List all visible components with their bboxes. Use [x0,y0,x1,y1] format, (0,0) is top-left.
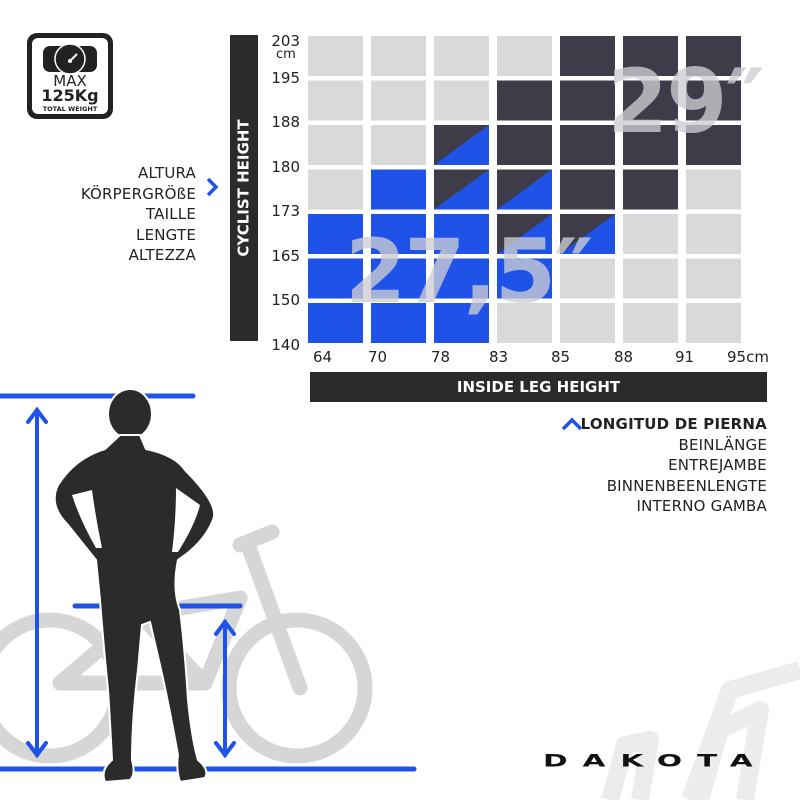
grid-cell-27-5 [308,303,363,343]
leg-label: LONGITUD DE PIERNA [580,415,767,433]
y-unit: cm [276,47,296,62]
grid-cell-empty [434,36,489,76]
y-tick-label: 140 [271,335,300,354]
grid-cell-29 [623,36,678,76]
leg-label: ENTREJAMBE [668,456,767,474]
grid-cell-29 [623,80,678,121]
chevron-right-icon [206,177,219,197]
cyclist-illustration [0,388,800,800]
grid-cell-27-5 [308,258,363,299]
grid-cell-27-5 [371,303,426,343]
leg-labels: LONGITUD DE PIERNA BEINLÄNGE ENTREJAMBE … [581,414,767,517]
grid-cell-29 [560,80,615,121]
grid-cell-empty [497,36,552,76]
grid-cell-27-5 [371,169,426,210]
grid-cell-empty [308,80,363,121]
grid-cell-29 [560,169,615,210]
y-tick-label: 165 [271,246,300,265]
x-tick-label: 88 [614,348,634,366]
grid-cell-29 [686,36,741,76]
y-axis-title-bar: CYCLIST HEIGHT [230,35,258,341]
x-tick-label: 78 [431,348,451,366]
y-tick-label: 173 [271,202,300,220]
grid-cell-empty [623,258,678,299]
grid-cell-empty [560,258,615,299]
height-label: KÖRPERGRÖßE [80,184,196,203]
grid-cell-empty [686,214,741,254]
annotation-29: 29″ [607,50,765,153]
grid-cell-empty [308,36,363,76]
x-axis-title-bar: INSIDE LEG HEIGHT [310,372,767,402]
x-tick-label: 64 [313,348,333,366]
grid-cell-27-5 [371,214,426,254]
grid-cell-split-blue [434,169,489,210]
speedometer-icon [43,43,97,75]
y-tick-label: 188 [271,113,300,131]
y-tick-label: 150 [271,291,300,309]
grid-cell-empty [560,303,615,343]
grid-cell-27-5 [497,258,552,299]
height-label: LENGTE [136,225,196,244]
grid-cell-29 [497,80,552,121]
grid-cell-empty [308,169,363,210]
height-label: TAILLE [145,205,196,223]
leg-label: INTERNO GAMBA [636,497,767,515]
grid-cell-empty [686,258,741,299]
grid-cell-empty [623,303,678,343]
grid-cell-empty [371,80,426,121]
grid-cell-split-blue [434,125,489,165]
measurement-lines [0,393,417,772]
height-label: ALTURA [138,164,196,182]
watermark-logo [601,661,800,800]
grid-cell-empty [371,125,426,165]
grid-cell-29 [686,80,741,121]
size-grid [308,36,741,343]
x-axis-title: INSIDE LEG HEIGHT [456,378,621,396]
grid-cell-29 [623,125,678,165]
grid-cell-27-5 [434,258,489,299]
x-tick-label: 70 [368,348,388,366]
grid-cell-empty [623,214,678,254]
y-tick-label: 195 [271,68,300,87]
grid-cell-29 [560,125,615,165]
x-tick-label: 85 [551,348,571,366]
grid-cell-empty [434,80,489,121]
grid-cell-empty [686,169,741,210]
grid-cell-empty [497,303,552,343]
brand-logo: DAKOTA [543,750,768,774]
badge-total-weight: TOTAL WEIGHT [42,105,98,113]
brand-name: DAKOTA [543,752,768,771]
grid-cell-empty [371,36,426,76]
max-weight-badge: MAX 125Kg TOTAL WEIGHT [27,33,113,119]
height-labels: ALTURA KÖRPERGRÖßE TAILLE LENGTE ALTEZZA [81,163,196,266]
grid-cell-split-blue [497,214,552,254]
grid-cell-split-blue [497,169,552,210]
height-label: ALTEZZA [128,246,196,264]
grid-cell-29 [623,169,678,210]
leg-label: BEINLÄNGE [678,435,767,454]
badge-weight: 125Kg [41,86,99,105]
leg-label: BINNENBEENLENGTE [606,476,767,495]
annotation-27-5: 27,5″ [345,220,593,323]
x-tick-label: 95cm [727,348,769,366]
grid-cell-27-5 [308,214,363,254]
grid-cell-empty [686,303,741,343]
grid-cell-29 [497,125,552,165]
grid-cell-29 [686,125,741,165]
grid-cell-split-blue [560,214,615,254]
grid-cell-27-5 [371,258,426,299]
grid-cell-empty [308,125,363,165]
y-tick-label: 203 [271,32,300,50]
x-tick-label: 91 [675,348,695,366]
x-tick-label: 83 [489,348,509,366]
grid-cell-27-5 [434,214,489,254]
grid-cell-29 [560,36,615,76]
badge-max: MAX [53,72,87,90]
y-tick-label: 180 [271,157,300,176]
person-silhouette [53,388,216,784]
grid-cell-27-5 [434,303,489,343]
chevron-up-icon [561,417,583,431]
